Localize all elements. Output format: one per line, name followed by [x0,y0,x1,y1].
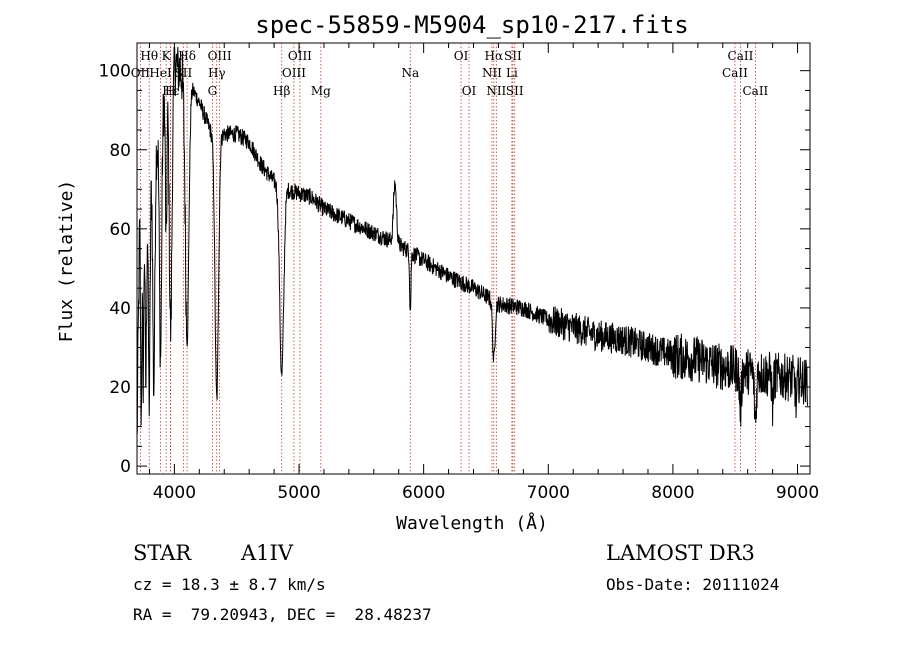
line-marker-label: H [165,84,175,98]
x-tick-label: 9000 [776,483,819,503]
x-axis-ticks: 4000 5000 6000 7000 8000 9000 [148,43,819,503]
x-tick-label: 4000 [153,483,196,503]
coordinates: RA = 79.20943, DEC = 28.48237 [133,605,432,624]
y-tick-label: 20 [109,378,131,398]
line-marker-label: Hα [485,49,504,63]
object-type: STAR [133,541,192,565]
line-marker-label: K [162,49,172,63]
line-marker-label: CaII [728,49,754,63]
x-tick-label: 5000 [277,483,320,503]
object-subclass: A1IV [240,541,294,565]
line-marker-label: SII [504,49,522,63]
x-axis-label: Wavelength (Å) [396,512,548,534]
y-tick-label: 80 [109,141,131,161]
line-marker-label: HeI [149,66,172,80]
line-marker-label: G [208,84,218,98]
x-tick-label: 6000 [402,483,445,503]
y-tick-label: 0 [120,457,131,477]
chart-title: spec-55859-M5904_sp10-217.fits [255,11,688,39]
x-tick-label: 7000 [527,483,570,503]
line-marker-label: CaII [742,84,768,98]
line-marker-label: Hδ [178,49,196,63]
line-marker-label: SII [175,66,193,80]
line-marker-label: Na [401,66,419,80]
line-marker-label: Hγ [208,66,226,80]
spectrum-line [136,46,808,437]
line-marker-label: OII [131,66,151,80]
line-marker-label: OIII [288,49,312,63]
line-marker-label: OIII [208,49,232,63]
line-marker-label: Hθ [140,49,158,63]
line-marker-label: NII [482,66,502,80]
redshift-readout: cz = 18.3 ± 8.7 km/s [133,575,326,594]
y-tick-label: 100 [99,62,131,82]
line-marker-label: Mg [311,84,331,98]
y-tick-label: 60 [109,220,131,240]
line-marker-label: Hβ [273,84,290,98]
survey-name: LAMOST DR3 [606,541,755,565]
line-marker-label: OI [454,49,469,63]
y-axis-ticks: 0 20 40 60 80 100 [99,62,810,477]
line-marker-label: Li [506,66,518,80]
line-marker-label: SII [506,84,524,98]
plot-frame [136,42,811,475]
x-tick-label: 8000 [651,483,694,503]
line-marker-label: OIII [282,66,306,80]
obs-date: Obs-Date: 20111024 [606,575,779,594]
line-marker-label: CaII [722,66,748,80]
y-tick-label: 40 [109,299,131,319]
line-marker-label: NII [486,84,506,98]
line-marker-label: OI [462,84,477,98]
y-axis-label: Flux (relative) [56,180,77,343]
info-block: STAR A1IV LAMOST DR3 cz = 18.3 ± 8.7 km/… [133,541,779,624]
